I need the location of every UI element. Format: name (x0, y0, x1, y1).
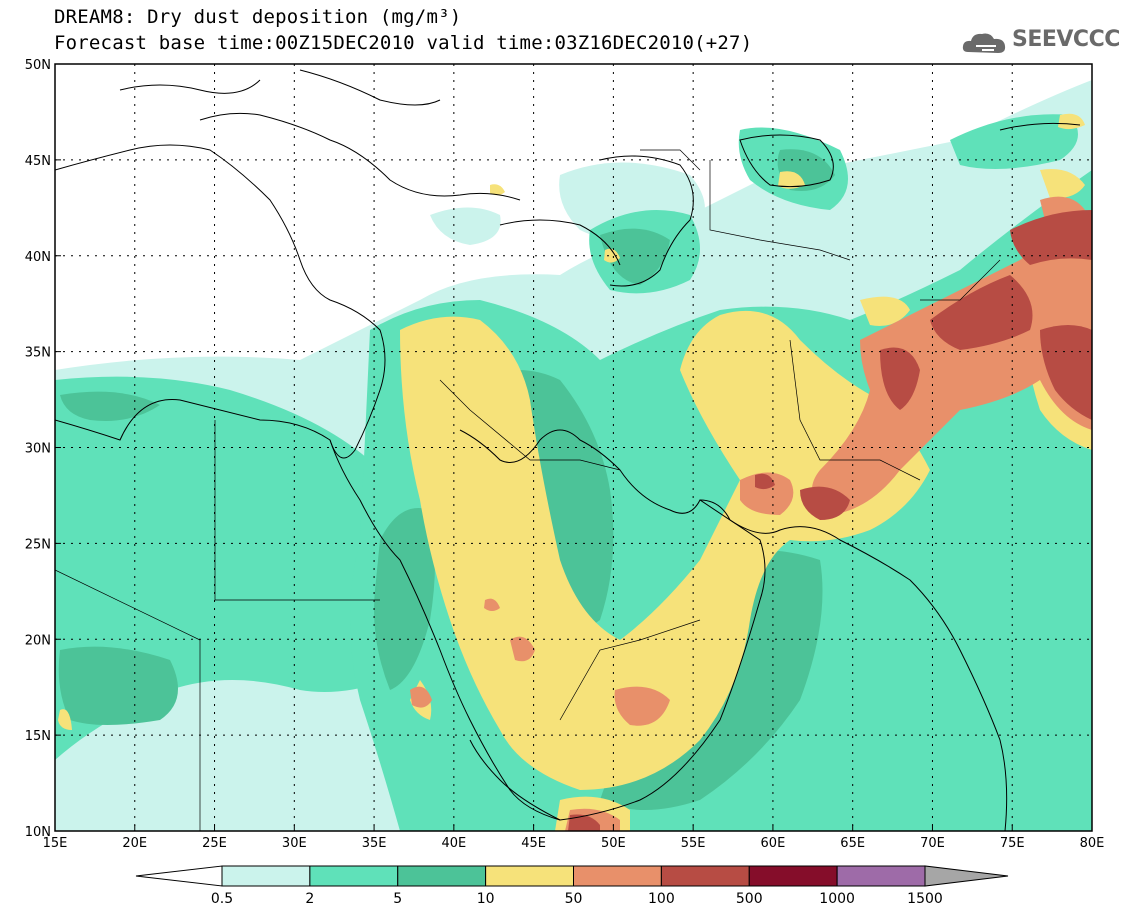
gridlines (55, 64, 1092, 831)
colorbar-label: 100 (648, 891, 675, 907)
map-subtitle: Forecast base time:00Z15DEC2010 valid ti… (54, 32, 753, 54)
colorbar-label: 2 (305, 891, 314, 907)
colorbar-segment (397, 865, 487, 887)
lon-tick-label: 40E (441, 836, 466, 851)
lon-tick-label: 15E (43, 836, 68, 851)
lon-tick-label: 60E (761, 836, 786, 851)
colorbar-label: 500 (736, 891, 763, 907)
colorbar-segment (221, 865, 311, 887)
lon-tick-label: 45E (521, 836, 546, 851)
lat-tick-label: 10N (25, 825, 51, 840)
lon-tick-label: 20E (122, 836, 147, 851)
colorbar-label: 1500 (907, 891, 943, 907)
lon-tick-label: 65E (840, 836, 865, 851)
lat-tick-label: 40N (25, 250, 51, 265)
lat-tick-labels: 10N 15N 20N 25N 30N 35N 40N 45N 50N (25, 58, 61, 840)
colorbar-segment (485, 865, 574, 887)
lat-tick-label: 50N (25, 58, 51, 73)
colorbar-high-extend (924, 865, 1009, 887)
colorbar: 0.5 2 5 10 50 100 500 1000 1500 (135, 865, 1009, 907)
lon-tick-label: 35E (362, 836, 387, 851)
colorbar-label: 1000 (819, 891, 855, 907)
colorbar-label: 0.5 (211, 891, 233, 907)
lat-tick-label: 15N (25, 729, 51, 744)
colorbar-label: 50 (565, 891, 583, 907)
cloud-icon (962, 33, 1006, 53)
map-title: DREAM8: Dry dust deposition (mg/m³) (54, 6, 462, 28)
colorbar-segment (309, 865, 399, 887)
lon-tick-label: 55E (681, 836, 706, 851)
lat-tick-label: 25N (25, 537, 51, 552)
logo-text: SEEVCCC (1012, 27, 1120, 52)
colorbar-segment (836, 865, 926, 887)
lon-tick-label: 50E (601, 836, 626, 851)
coastlines (55, 69, 1081, 831)
lat-tick-label: 20N (25, 633, 51, 648)
colorbar-segment (748, 865, 838, 887)
dust-fields (55, 80, 1092, 831)
lon-tick-label: 75E (1000, 836, 1025, 851)
colorbar-label: 5 (393, 891, 402, 907)
colorbar-segment (660, 865, 750, 887)
colorbar-low-extend (135, 865, 223, 887)
colorbar-label: 10 (477, 891, 495, 907)
lon-tick-label: 80E (1080, 836, 1105, 851)
colorbar-segment (573, 865, 662, 887)
lon-tick-label: 70E (920, 836, 945, 851)
lon-tick-label: 25E (202, 836, 227, 851)
level-100-500 (568, 210, 1092, 831)
lon-tick-labels: 15E 20E 25E 30E 35E 40E 45E 50E 55E 60E 65E 70E 75E 8… (43, 825, 1105, 851)
lat-tick-label: 45N (25, 154, 51, 169)
lon-tick-label: 30E (282, 836, 307, 851)
lat-tick-label: 30N (25, 442, 51, 457)
lat-tick-label: 35N (25, 346, 51, 361)
